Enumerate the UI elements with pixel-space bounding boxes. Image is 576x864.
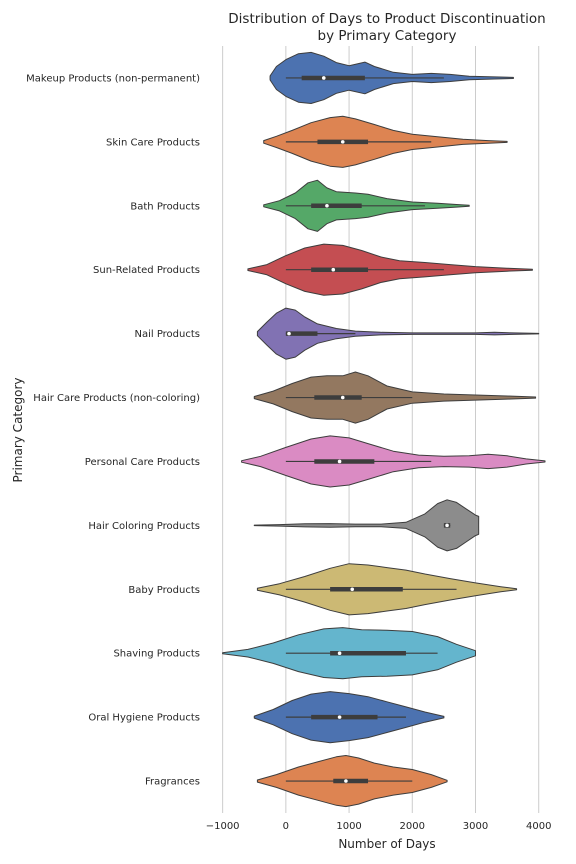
category-labels: Makeup Products (non-permanent) Skin Care… <box>26 73 200 787</box>
x-tick-label: 2000 <box>400 821 425 832</box>
x-tick-label: 3000 <box>463 821 488 832</box>
category-label: Personal Care Products <box>85 457 200 468</box>
violin-body <box>253 499 480 552</box>
category-label: Shaving Products <box>113 649 200 660</box>
category-label: Oral Hygiene Products <box>88 713 200 724</box>
category-label: Bath Products <box>130 201 200 212</box>
category-label: Baby Products <box>128 585 200 596</box>
x-tick-label: 0 <box>283 821 289 832</box>
violin-median <box>331 267 336 272</box>
violin-median <box>337 715 342 719</box>
chart-title-line1: Distribution of Days to Product Disconti… <box>228 11 545 27</box>
grid-lines <box>222 46 540 813</box>
violin-median <box>340 140 345 144</box>
y-axis-label: Primary Category <box>11 378 25 483</box>
category-label: Makeup Products (non-permanent) <box>26 73 200 84</box>
chart-title-line2: by Primary Category <box>318 28 457 44</box>
x-axis-label: Number of Days <box>338 837 435 851</box>
category-label: Nail Products <box>134 329 200 340</box>
violin-median <box>325 203 329 208</box>
violin-median <box>287 331 291 336</box>
category-label: Fragrances <box>145 777 200 788</box>
x-tick-label: −1000 <box>206 821 240 832</box>
violins <box>222 51 546 808</box>
category-label: Hair Coloring Products <box>88 521 200 532</box>
category-label: Sun-Related Products <box>93 265 200 276</box>
violin-median <box>344 779 348 783</box>
violin-median <box>337 651 342 656</box>
violin-median <box>321 76 326 80</box>
violin-median <box>350 587 355 592</box>
x-tick-label: 1000 <box>336 821 361 832</box>
violin-median <box>337 459 342 464</box>
x-tick-label: 4000 <box>526 821 551 832</box>
violin-median <box>445 523 449 528</box>
violin-median <box>340 395 345 400</box>
x-tick-labels: −1000 0 1000 2000 3000 4000 <box>206 821 552 832</box>
category-label: Hair Care Products (non-coloring) <box>33 393 200 404</box>
violin-body <box>256 307 540 360</box>
category-label: Skin Care Products <box>106 137 200 148</box>
